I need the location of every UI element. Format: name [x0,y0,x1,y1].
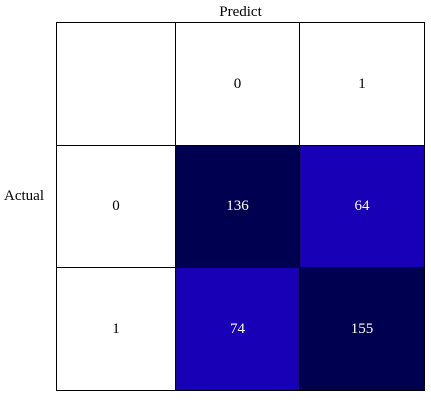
matrix-cell-0-1: 64 [300,146,425,268]
matrix-cell-1-1: 155 [300,268,425,391]
confusion-matrix: 0 1 0 136 64 1 74 155 [56,22,425,391]
x-axis-label: Predict [219,4,262,20]
column-header-0: 0 [176,22,300,146]
column-header-1: 1 [300,22,425,146]
corner-cell [56,22,176,146]
y-axis-label: Actual [4,188,44,204]
row-header-0: 0 [56,146,176,268]
matrix-cell-0-0: 136 [176,146,300,268]
matrix-cell-1-0: 74 [176,268,300,391]
row-header-1: 1 [56,268,176,391]
